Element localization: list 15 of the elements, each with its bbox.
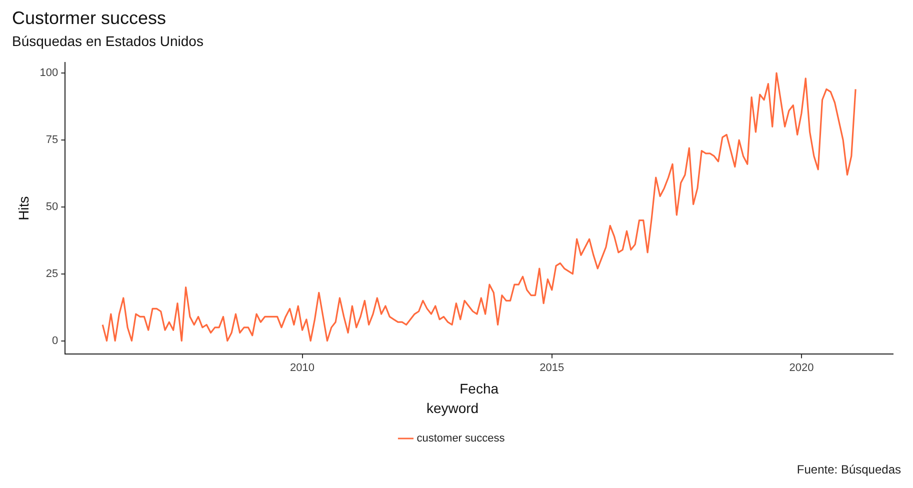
chart-title: Custormer success <box>12 8 166 28</box>
y-tick-label: 100 <box>40 67 58 80</box>
legend-title: keyword <box>426 400 479 416</box>
y-tick-label: 25 <box>46 268 58 280</box>
x-tick-label: 2010 <box>290 362 315 374</box>
y-tick-label: 50 <box>46 200 58 213</box>
y-axis-title: Hits <box>15 196 32 220</box>
chart-subtitle: Búsquedas en Estados Unidos <box>12 32 204 49</box>
source-note: Fuente: Búsquedas <box>796 462 901 476</box>
x-tick-label: 2020 <box>789 362 814 374</box>
y-tick-label: 0 <box>52 334 58 347</box>
legend-label: customer success <box>416 432 506 445</box>
y-tick-label: 75 <box>46 134 58 146</box>
x-axis-title: Fecha <box>460 380 499 397</box>
x-tick-label: 2015 <box>540 362 564 374</box>
